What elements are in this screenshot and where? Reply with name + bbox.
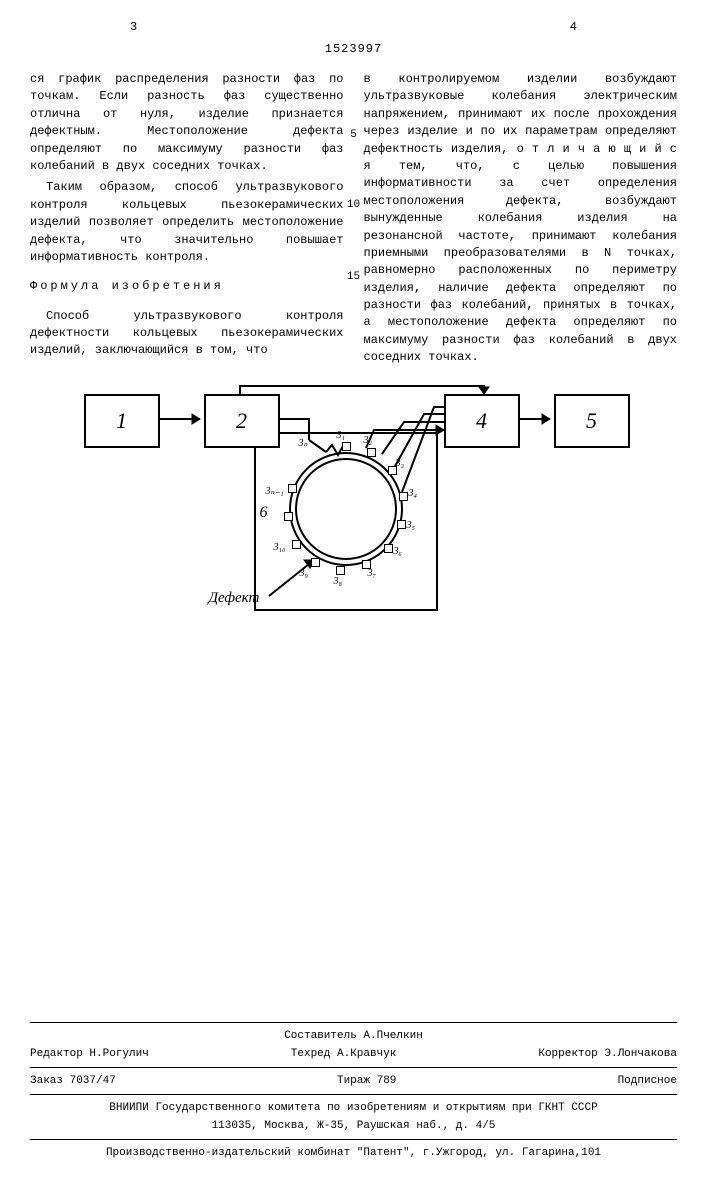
- corrector: Корректор Э.Лончакова: [538, 1048, 677, 1060]
- page-right: 4: [570, 20, 577, 34]
- sensor-label-4: 3₄: [409, 488, 417, 499]
- sensor-label-1: 3₁: [337, 430, 345, 441]
- line-no-15: 15: [344, 271, 364, 283]
- sensor-label-n: 3ₙ: [299, 438, 308, 449]
- order: Заказ 7037/47: [30, 1075, 116, 1087]
- column-left: ся график распределения разности фаз по …: [30, 71, 344, 367]
- sensor: [311, 558, 320, 567]
- sensor: [397, 520, 406, 529]
- page-left: 3: [130, 20, 137, 34]
- line-no-10: 10: [344, 199, 364, 211]
- composer: Составитель А.Пчелкин: [30, 1027, 677, 1045]
- sensor: [288, 484, 297, 493]
- defect-label: Дефект: [209, 590, 260, 607]
- subscription: Подписное: [618, 1075, 677, 1087]
- tirage: Тираж 789: [337, 1075, 396, 1087]
- printer: Производственно-издательский комбинат "П…: [30, 1144, 677, 1162]
- para-3: Способ ультразвукового контроля дефектно…: [30, 308, 344, 360]
- sensor: [284, 512, 293, 521]
- block-1: 1: [84, 394, 160, 448]
- sensor: [342, 442, 351, 451]
- page-header: 3 4: [30, 20, 677, 34]
- para-4: в контролируемом изделии возбуждают ульт…: [364, 71, 678, 367]
- sensor-label-2: 3₂: [364, 435, 372, 446]
- formula-heading: Формула изобретения: [30, 278, 344, 295]
- para-2: Таким образом, способ ультразвукового ко…: [30, 179, 344, 266]
- sensor-label-8: 3₈: [334, 576, 342, 587]
- vniipi: ВНИИПИ Государственного комитета по изоб…: [30, 1099, 677, 1117]
- sensor-label-3: 3₃: [396, 458, 404, 469]
- line-no-5: 5: [344, 129, 364, 141]
- sensor-label-n1: 3ₙ₋₁: [266, 486, 284, 497]
- sensor-label-7: 3₇: [368, 568, 376, 579]
- block-4: 4: [444, 394, 520, 448]
- sensor-label-6: 3₆: [394, 546, 402, 557]
- sensor-label-10: 3₁₀: [274, 542, 286, 553]
- block-5: 5: [554, 394, 630, 448]
- patent-number: 1523997: [30, 42, 677, 56]
- sensor: [292, 540, 301, 549]
- block-2: 2: [204, 394, 280, 448]
- footer: Составитель А.Пчелкин Редактор Н.Рогулич…: [30, 1022, 677, 1162]
- body: 5 10 15 ся график распределения разности…: [30, 71, 677, 367]
- sensor-label-9: 3₉: [300, 568, 308, 579]
- sensor: [399, 492, 408, 501]
- address: 113035, Москва, Ж-35, Раушская наб., д. …: [30, 1117, 677, 1135]
- editor: Редактор Н.Рогулич: [30, 1048, 149, 1060]
- two-column-text: ся график распределения разности фаз по …: [30, 71, 677, 367]
- block-diagram: 6 1 2 4 5 3₁ 3₂ 3₃ 3₄ 3₅ 3₆ 3₇ 3₈ 3₉ 3₁₀…: [74, 382, 634, 662]
- tehred: Техред А.Кравчук: [291, 1048, 397, 1060]
- sensor: [336, 566, 345, 575]
- ring-inner: [295, 458, 397, 560]
- column-right: в контролируемом изделии возбуждают ульт…: [364, 71, 678, 367]
- para-1: ся график распределения разности фаз по …: [30, 71, 344, 175]
- sensor: [367, 448, 376, 457]
- sensor: [384, 544, 393, 553]
- sensor-label-5: 3₅: [407, 520, 415, 531]
- label-6: 6: [260, 504, 268, 522]
